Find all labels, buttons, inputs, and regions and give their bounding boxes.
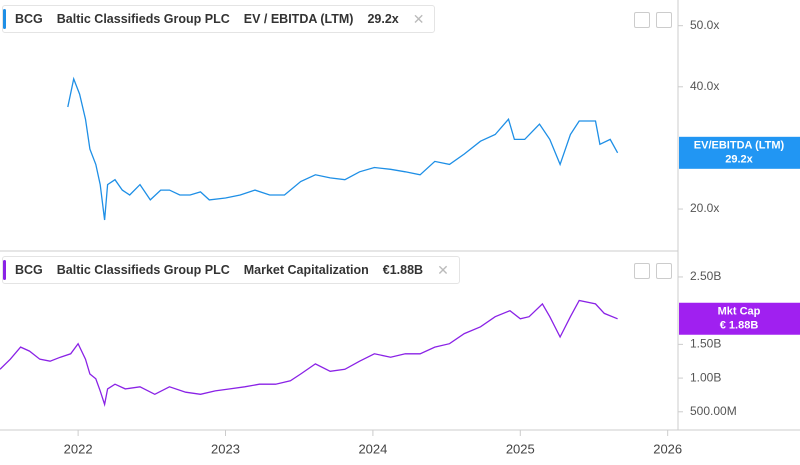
y-tick-label: 500.00M: [690, 404, 737, 418]
badge-label: Mkt Cap: [718, 306, 761, 318]
close-icon[interactable]: ✕: [437, 261, 449, 278]
y-tick-label: 1.00B: [690, 370, 721, 384]
y-tick-label: 40.0x: [690, 79, 719, 93]
move-button[interactable]: [634, 263, 650, 279]
company: Baltic Classifieds Group PLC: [56, 12, 230, 26]
close-icon[interactable]: ✕: [412, 10, 425, 27]
y-tick-label: 50.0x: [690, 18, 719, 32]
badge-label: EV/EBITDA (LTM): [694, 140, 785, 152]
y-tick-label: 1.50B: [690, 337, 721, 351]
panel-header: BCG Baltic Classifieds Group PLC Market …: [2, 256, 460, 284]
x-tick-label: 2025: [506, 441, 535, 456]
current-value: 29.2x: [367, 12, 399, 26]
line: [67, 76, 619, 221]
badge-value: € 1.88B: [720, 320, 759, 332]
x-tick-label: 2023: [211, 441, 240, 456]
company: Baltic Classifieds Group PLC: [56, 263, 230, 277]
color-bar: [3, 9, 6, 29]
value-badge: [679, 302, 800, 335]
value-badge: [679, 136, 800, 169]
panel-tools: [634, 263, 672, 279]
panel-header: BCG Baltic Classifieds Group PLC EV / EB…: [2, 5, 436, 33]
x-tick-label: 2022: [64, 441, 93, 456]
x-tick-label: 2026: [653, 441, 682, 456]
line: [0, 299, 618, 407]
expand-button[interactable]: [656, 12, 672, 28]
ticker: BCG: [15, 263, 43, 277]
y-tick-label: 2.50B: [690, 269, 721, 283]
current-value: €1.88B: [382, 263, 424, 277]
badge-value: 29.2x: [725, 154, 753, 166]
download-button[interactable]: [634, 12, 650, 28]
panel-tools: [634, 12, 672, 28]
color-bar: [3, 260, 6, 280]
y-tick-label: 20.0x: [690, 201, 719, 215]
x-tick-label: 2024: [358, 441, 387, 456]
expand-button[interactable]: [656, 263, 672, 279]
metric-title: EV / EBITDA (LTM): [243, 12, 354, 26]
ticker: BCG: [15, 12, 43, 26]
metric-title: Market Capitalization: [243, 263, 369, 277]
